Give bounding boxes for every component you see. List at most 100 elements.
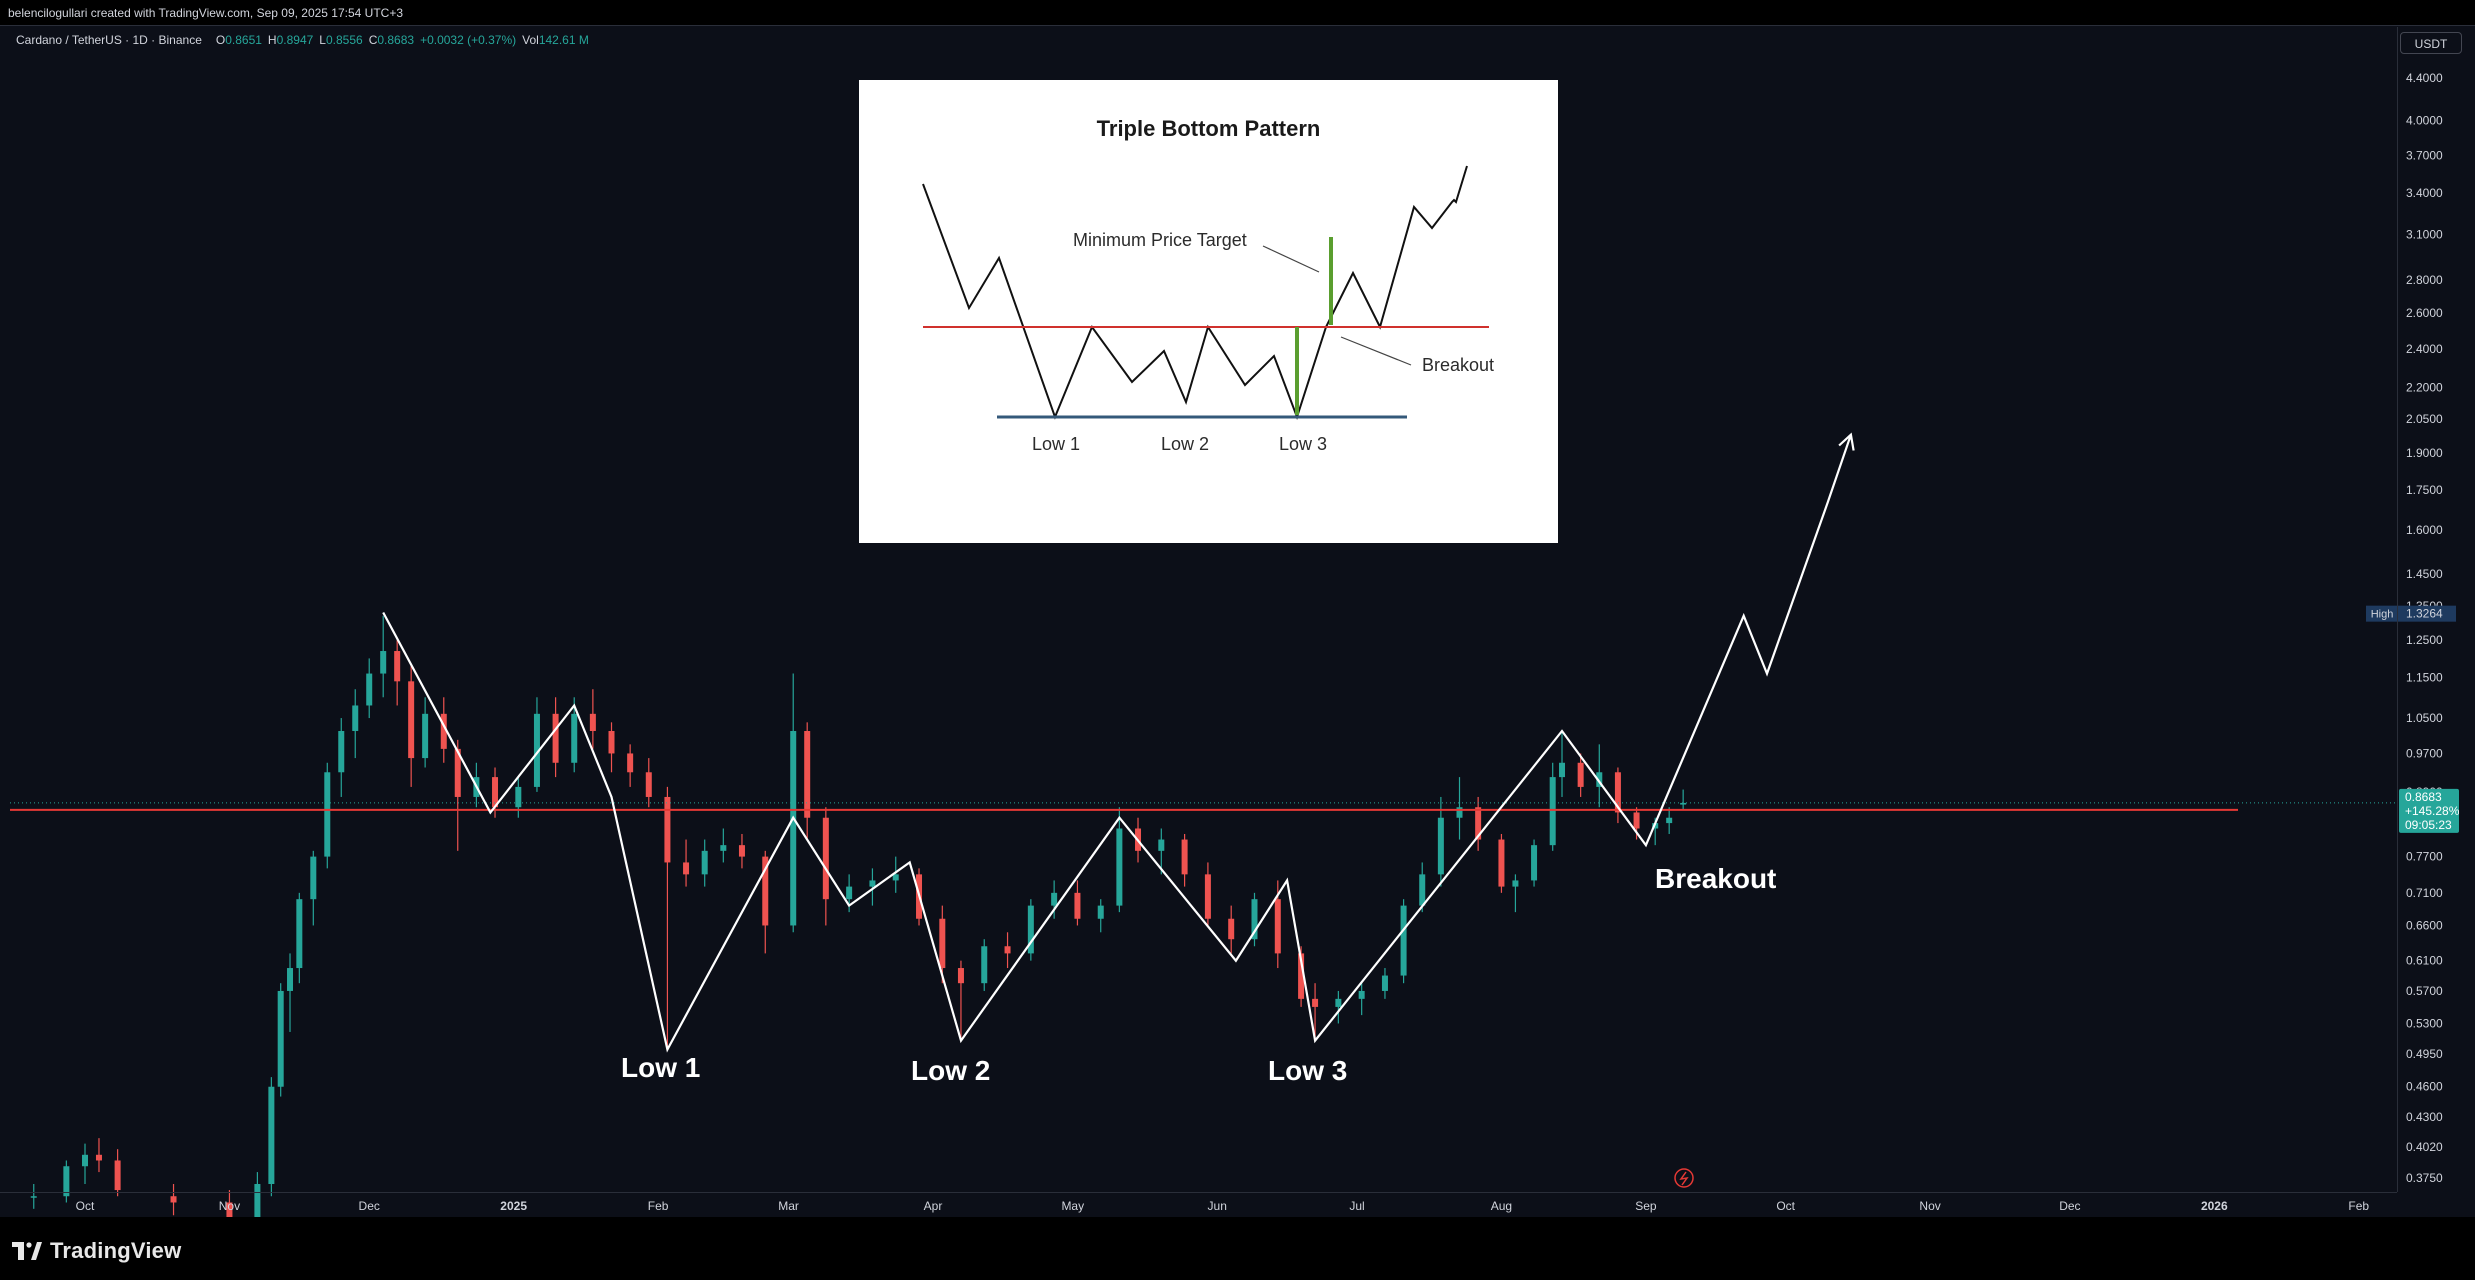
current-price-change: +145.28%	[2405, 804, 2460, 818]
inset-diagram	[859, 80, 1558, 543]
candle-body	[846, 887, 852, 900]
candle-body	[82, 1155, 88, 1166]
candle-body	[352, 705, 358, 731]
candle-body	[366, 674, 372, 706]
candle-body	[1312, 999, 1318, 1007]
price-tick-label: 1.6000	[2406, 523, 2443, 537]
candle-body	[823, 818, 829, 899]
price-tick-label: 0.4300	[2406, 1110, 2443, 1124]
candle-body	[720, 845, 726, 851]
brand-name: TradingView	[50, 1238, 181, 1264]
symbol-name[interactable]: Cardano / TetherUS · 1D · Binance	[16, 33, 202, 47]
price-tick-label: 1.7500	[2406, 483, 2443, 497]
inset-min-target-label: Minimum Price Target	[1073, 230, 1247, 251]
time-axis-label: 2026	[2201, 1199, 2228, 1213]
candle-body	[1382, 976, 1388, 991]
candle-body	[1438, 818, 1444, 875]
candle-body	[1578, 763, 1584, 787]
currency-selector[interactable]: USDT	[2400, 32, 2462, 54]
current-price-value: 0.8683	[2405, 790, 2442, 804]
inset-breakout-pointer	[1341, 337, 1411, 365]
candle-body	[609, 731, 615, 753]
price-tick-label: 2.4000	[2406, 342, 2443, 356]
candle-body	[1098, 906, 1104, 919]
price-tick-label: 0.4600	[2406, 1080, 2443, 1094]
price-tick-label: 0.3750	[2406, 1171, 2443, 1185]
low-label: L	[319, 33, 326, 47]
price-tick-label: 3.4000	[2406, 186, 2443, 200]
price-tick-label: 2.2000	[2406, 381, 2443, 395]
candle-body	[571, 714, 577, 763]
candle-body	[1116, 829, 1122, 906]
candle-body	[627, 753, 633, 772]
price-tick-label: 0.5300	[2406, 1016, 2443, 1030]
price-tick-label: 0.7700	[2406, 850, 2443, 864]
candle-body	[310, 857, 316, 900]
price-tick-label: 2.0500	[2406, 412, 2443, 426]
low-value: 0.8556	[326, 33, 363, 47]
time-axis-label: Mar	[778, 1199, 799, 1213]
price-tick-label: 0.9700	[2406, 746, 2443, 760]
candle-body	[1550, 777, 1556, 845]
price-scale-divider	[2397, 27, 2398, 1192]
lightning-bolt	[1681, 1172, 1687, 1185]
tradingview-logo-icon	[12, 1242, 42, 1260]
candle-body	[422, 714, 428, 758]
candle-body	[1457, 807, 1463, 818]
candle-body	[939, 919, 945, 968]
change-value: +0.0032 (+0.37%)	[420, 33, 516, 47]
candle-body	[869, 880, 875, 886]
price-tick-label: 3.1000	[2406, 227, 2443, 241]
candle-body	[1634, 812, 1640, 828]
candle-body	[171, 1196, 177, 1202]
candle-body	[515, 787, 521, 807]
candle-body	[702, 851, 708, 875]
candle-body	[1531, 845, 1537, 880]
symbol-legend: Cardano / TetherUS · 1D · Binance O0.865…	[16, 33, 589, 47]
price-tick-label: 1.2500	[2406, 633, 2443, 647]
inset-low1-label: Low 1	[1032, 434, 1080, 455]
tradingview-logo[interactable]: TradingView	[12, 1238, 181, 1264]
candle-body	[115, 1160, 121, 1190]
time-axis-label: Aug	[1491, 1199, 1512, 1213]
candle-body	[1512, 880, 1518, 886]
volume-label: Vol	[522, 33, 539, 47]
candle-body	[664, 797, 670, 862]
candle-body	[408, 681, 414, 758]
candle-body	[1275, 899, 1281, 953]
price-tick-label: 0.6600	[2406, 918, 2443, 932]
open-value: 0.8651	[225, 33, 262, 47]
time-axis-label: Oct	[1776, 1199, 1795, 1213]
time-axis-label: 2025	[500, 1199, 527, 1213]
inset-low2-label: Low 2	[1161, 434, 1209, 455]
candle-body	[31, 1196, 37, 1198]
candle-body	[553, 714, 559, 763]
candle-body	[268, 1087, 274, 1184]
candle-body	[1182, 840, 1188, 875]
candle-body	[96, 1155, 102, 1161]
candle-body	[1680, 803, 1686, 805]
candle-body	[893, 874, 899, 880]
candle-body	[296, 899, 302, 968]
candle-body	[739, 845, 745, 856]
candle-body	[324, 772, 330, 856]
price-tick-label: 1.9000	[2406, 446, 2443, 460]
pattern-inset: Triple Bottom Pattern Minimum Price Targ…	[859, 80, 1558, 543]
high-label: H	[268, 33, 277, 47]
open-label: O	[216, 33, 225, 47]
inset-breakout-label: Breakout	[1422, 355, 1494, 376]
candle-body	[278, 991, 284, 1087]
candle-body	[1498, 840, 1504, 887]
breakout-label: Breakout	[1655, 863, 1776, 895]
price-tick-label: 1.1500	[2406, 670, 2443, 684]
time-scale-divider	[0, 1192, 2397, 1193]
price-tick-label: 2.8000	[2406, 273, 2443, 287]
high-value: 0.8947	[277, 33, 314, 47]
time-axis-label: Feb	[2348, 1199, 2369, 1213]
price-tick-label: 3.7000	[2406, 148, 2443, 162]
candle-body	[981, 946, 987, 983]
price-tick-label: 0.5700	[2406, 984, 2443, 998]
candle-body	[1335, 999, 1341, 1007]
candle-body	[1205, 874, 1211, 918]
candle-body	[380, 651, 386, 674]
